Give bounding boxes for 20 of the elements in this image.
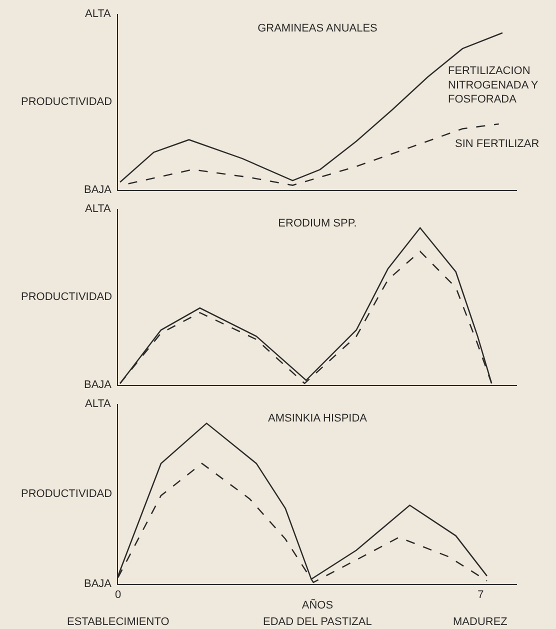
x-tick-label: 7 — [478, 589, 484, 602]
text: BAJA — [84, 184, 112, 196]
x-tick-label: 0 — [114, 589, 122, 602]
text: MADUREZ — [453, 616, 508, 628]
chart-title: ERODIUM SPP. — [278, 218, 357, 230]
text: PRODUCTIVIDAD — [21, 488, 112, 500]
text: ESTABLECIMIENTO — [67, 616, 170, 628]
text: BAJA — [84, 578, 112, 590]
text: ALTA — [85, 8, 112, 20]
series-label: SIN FERTILIZAR — [455, 138, 540, 150]
x-axis-title: AÑOS — [302, 598, 334, 612]
text: ALTA — [85, 203, 112, 215]
chart-title: GRAMINEAS ANUALES — [258, 22, 378, 35]
text: EDAD DEL PASTIZAL — [263, 616, 372, 628]
text: PRODUCTIVIDAD — [21, 96, 112, 108]
chart-title: AMSINKIA HISPIDA — [268, 412, 368, 425]
text: PRODUCTIVIDAD — [21, 291, 112, 303]
text: BAJA — [84, 379, 112, 391]
text: ALTA — [85, 398, 112, 410]
series-label: FERTILIZACION NITROGENADA Y FOSFORADA — [448, 65, 539, 106]
